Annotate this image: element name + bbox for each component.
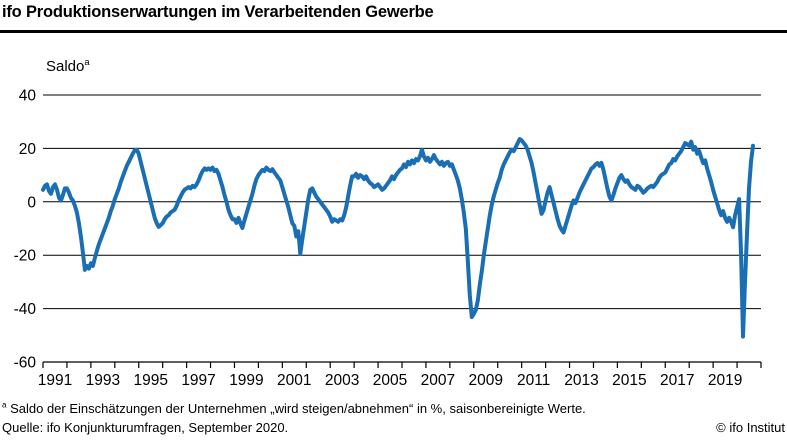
x-tick-label-1991: 1991 (38, 372, 72, 389)
x-tick-label-1999: 1999 (229, 372, 263, 389)
y-tick-label-40: 40 (19, 88, 37, 105)
x-tick-label-1997: 1997 (181, 372, 215, 389)
x-tick-label-2019: 2019 (708, 372, 742, 389)
x-tick-label-2001: 2001 (277, 372, 311, 389)
copyright-note: © ifo Institut (716, 420, 785, 435)
x-tick-label-2007: 2007 (421, 372, 455, 389)
y-axis-unit-label: Saldoa (46, 57, 90, 75)
y-tick-label-20: 20 (19, 141, 37, 158)
footnote-a: a Saldo der Einschätzungen der Unternehm… (2, 401, 586, 416)
title-rule (0, 30, 787, 33)
x-tick-label-2009: 2009 (469, 372, 503, 389)
source-note: Quelle: ifo Konjunkturumfragen, Septembe… (2, 420, 289, 435)
y-tick-label--40: -40 (14, 301, 37, 318)
x-tick-label-2005: 2005 (373, 372, 407, 389)
x-tick-label-2003: 2003 (325, 372, 359, 389)
footnote-a-text: Saldo der Einschätzungen der Unternehmen… (6, 401, 586, 416)
x-tick-label-2011: 2011 (517, 372, 550, 389)
source-row: Quelle: ifo Konjunkturumfragen, Septembe… (2, 420, 785, 435)
chart-line (41, 137, 755, 339)
x-tick-label-2013: 2013 (564, 372, 598, 389)
y-tick-label--60: -60 (14, 355, 37, 372)
x-tick-label-2017: 2017 (660, 372, 694, 389)
y-tick-label--20: -20 (14, 248, 37, 265)
x-tick-label-1993: 1993 (86, 372, 120, 389)
y-tick-label-0: 0 (27, 194, 36, 211)
page-title: ifo Produktionserwartungen im Verarbeite… (2, 3, 434, 21)
footnote-a-marker: a (2, 400, 7, 410)
x-tick-label-2015: 2015 (612, 372, 646, 389)
saldo-footnote-marker: a (84, 57, 90, 67)
x-tick-label-1995: 1995 (133, 372, 167, 389)
